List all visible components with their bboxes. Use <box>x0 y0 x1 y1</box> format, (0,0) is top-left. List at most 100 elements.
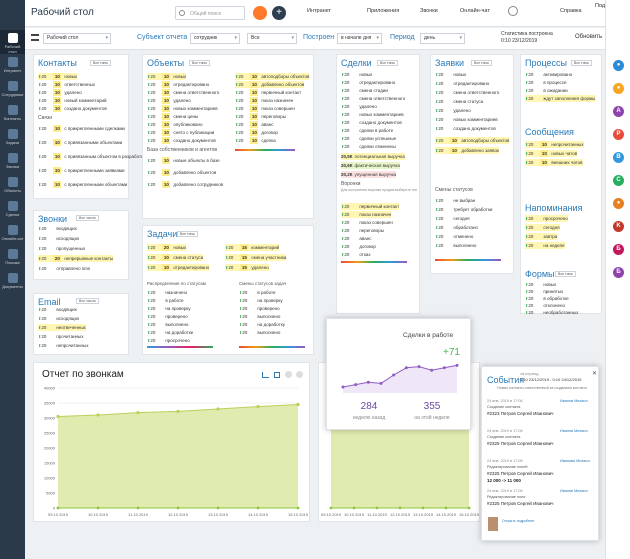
stat-row-form[interactable]: ⬆20 в обработке <box>525 295 569 302</box>
stat-row-contact-link[interactable]: ⬆20 10 с прикрепленными объектами <box>38 181 127 188</box>
stat-row-object[interactable]: ⬆20 10 опубликовано <box>147 121 202 128</box>
stat-row-form[interactable]: ⬆20 необработанных <box>525 309 578 316</box>
stat-row-email[interactable]: ⬆20 непрочитанных <box>38 342 89 349</box>
stat-row-task-change[interactable]: ⬆20 выполнено <box>239 313 280 320</box>
tasks-filter[interactable]: Все типы <box>177 231 198 237</box>
stat-row-message[interactable]: ⬆20 10 внешних чатов <box>525 159 583 166</box>
stat-row-email[interactable]: ⬆20 входящих <box>38 306 77 313</box>
left-nav-item[interactable]: Рабочий стол <box>0 30 25 54</box>
subject-select[interactable]: сотрудник <box>190 33 240 44</box>
stat-row-form[interactable]: ⬆20 принятых <box>525 288 563 295</box>
stat-row-funnel[interactable]: ⬆20 показ назначен <box>341 211 392 218</box>
event-record[interactable]: #2325 Петров Сергей Иванович <box>487 441 554 446</box>
stat-row-deal[interactable]: ⬆20 сделки успешные <box>341 135 396 142</box>
chart-bar-icon[interactable] <box>274 372 280 378</box>
forms-filter[interactable]: Все типы <box>555 271 576 277</box>
event-author[interactable]: Иванов Михаил <box>560 489 588 493</box>
stat-row-request-change[interactable]: ⬆20 выполнено <box>435 242 476 249</box>
stat-row-task-extra[interactable]: ⬆20 15 удалено <box>225 264 269 271</box>
stat-row-object[interactable]: ⬆20 10 смена цены <box>147 113 198 120</box>
stat-row-request[interactable]: ⬆20 создано документов <box>435 125 496 132</box>
all-select[interactable]: Все <box>247 33 297 44</box>
stat-row-request[interactable]: ⬆20 удалено <box>435 107 471 114</box>
stat-row-object-status[interactable]: ⬆20 10 автоподборы объектов <box>235 73 310 80</box>
stat-row-email[interactable]: ⬆20 неотвеченных <box>38 324 86 331</box>
stat-row-db[interactable]: ⬆20 10 новые объекты в базе <box>147 157 220 164</box>
stat-row-process[interactable]: ⬆20 в ожидании <box>525 87 568 94</box>
event-author[interactable]: Иванова Михаил <box>560 459 590 463</box>
stat-row-contact-link[interactable]: ⬆20 10 с прикрепленными заявками <box>38 167 125 174</box>
stat-row-reminder[interactable]: ⬆20 сегодня <box>525 224 560 231</box>
stat-row-funnel[interactable]: ⬆20 договор <box>341 243 376 250</box>
right-nav-avatar[interactable]: P <box>613 129 624 140</box>
stat-row-contact[interactable]: ⬆20 10 ответственных <box>38 81 95 88</box>
right-nav-avatar[interactable]: A <box>613 106 624 117</box>
settings-icon[interactable] <box>253 6 267 20</box>
stat-row-task-dist[interactable]: ⬆20 просрочено <box>147 337 190 344</box>
stat-row-object[interactable]: ⬆20 10 новых <box>147 73 187 80</box>
stat-row-task-dist[interactable]: ⬆20 на проверку <box>147 305 191 312</box>
stat-row-request[interactable]: ⬆20 смена ответственного <box>435 89 499 96</box>
processes-filter[interactable]: Все типы <box>571 60 592 66</box>
stat-row-request[interactable]: ⬆20 отредактировано <box>435 80 489 87</box>
stat-row-deal[interactable]: ⬆20 сделки отменены <box>341 143 396 150</box>
event-record[interactable]: #2323 Петров Сергей Иванович <box>487 411 554 416</box>
stat-row-task-change[interactable]: ⬆20 в работе <box>239 289 276 296</box>
email-filter[interactable]: Все числа <box>76 298 99 304</box>
stat-row-funnel[interactable]: ⬆20 отказ <box>341 251 370 258</box>
deal-money-row[interactable]: 20,2К упущенная выручка <box>341 171 397 178</box>
stat-row-request[interactable]: ⬆20 смена статуса <box>435 98 483 105</box>
stat-row-deal[interactable]: ⬆20 новых комментариев <box>341 111 404 118</box>
left-nav-item[interactable]: Объекты <box>0 174 25 198</box>
stat-row-object[interactable]: ⬆20 10 снято с публикации <box>147 129 214 136</box>
chart-pie-icon[interactable] <box>285 371 292 378</box>
period-select[interactable]: день <box>420 33 465 44</box>
stat-row-request-change[interactable]: ⬆20 обработано <box>435 224 478 231</box>
add-icon[interactable]: + <box>272 6 286 20</box>
events-more-link[interactable]: Открыть подробнее <box>502 519 535 523</box>
deals-filter[interactable]: Все типы <box>377 60 398 66</box>
stat-row-email[interactable]: ⬆20 прочитанных <box>38 333 84 340</box>
stat-row-object-status[interactable]: ⬆20 10 договор <box>235 129 278 136</box>
stat-row-contact[interactable]: ⬆20 10 новых <box>38 73 78 80</box>
chart-export-icon[interactable] <box>296 371 303 378</box>
left-nav-item[interactable]: Задачи <box>0 126 25 150</box>
event-record[interactable]: #2325 Петров Сергей Иванович <box>487 501 554 506</box>
stat-row-form[interactable]: ⬆20 отклонено <box>525 302 565 309</box>
stat-row-db[interactable]: ⬆20 10 добавлено сотрудников <box>147 181 223 188</box>
stat-row-object-status[interactable]: ⬆20 10 сделка <box>235 137 276 144</box>
board-select[interactable]: Рабочий стол <box>43 33 111 44</box>
event-author[interactable]: Иванов Михаил <box>560 429 588 433</box>
stat-row-funnel[interactable]: ⬆20 аванс <box>341 235 371 242</box>
stat-row-object-status[interactable]: ⬆20 10 добавлено объектов <box>235 81 305 88</box>
stat-row-object-status[interactable]: ⬆20 10 первичный контакт <box>235 89 301 96</box>
stat-row-deal[interactable]: ⬆20 смена ответственного <box>341 95 405 102</box>
search-input[interactable]: Общий поиск <box>175 6 245 20</box>
stat-row-object[interactable]: ⬆20 10 удалено <box>147 97 191 104</box>
stat-row-task-change[interactable]: ⬆20 на проверку <box>239 297 283 304</box>
stat-row-message[interactable]: ⬆20 10 новых чатов <box>525 150 578 157</box>
stat-row-task-dist[interactable]: ⬆20 выполнено <box>147 321 188 328</box>
left-nav-item[interactable]: Письма <box>0 246 25 270</box>
left-nav-item[interactable]: Контакты <box>0 102 25 126</box>
stat-row-call[interactable]: ⬆20 отправлено sms <box>38 265 90 272</box>
stat-row-task-dist[interactable]: ⬆20 в работе <box>147 297 184 304</box>
right-nav-avatar[interactable]: C <box>613 175 624 186</box>
stat-row-process[interactable]: ⬆20 ждут заполнения формы <box>525 95 596 102</box>
stat-row-request-extra[interactable]: ⬆20 10 добавлено заявок <box>435 147 499 154</box>
stat-row-request-extra[interactable]: ⬆20 10 автоподборы объектов <box>435 137 510 144</box>
stat-row-task-extra[interactable]: ⬆20 15 смена участника <box>225 254 287 261</box>
stat-row-object[interactable]: ⬆20 10 отредактировано <box>147 81 209 88</box>
deal-money-row[interactable]: 20,5К потенциальная выручка <box>341 153 405 160</box>
stat-row-deal[interactable]: ⬆20 создано документов <box>341 119 402 126</box>
chart-line-icon[interactable] <box>262 372 269 378</box>
left-nav-item[interactable]: Сделки <box>0 198 25 222</box>
stat-row-db[interactable]: ⬆20 10 добавлено объектов <box>147 169 216 176</box>
nav-apps[interactable]: Приложения <box>367 8 400 14</box>
contacts-filter[interactable]: Все типы <box>90 60 111 66</box>
stat-row-reminder[interactable]: ⬆20 просрочено <box>525 215 568 222</box>
stat-row-process[interactable]: ⬆20 в процессе <box>525 79 566 86</box>
stat-row-contact-link[interactable]: ⬆20 10 с привязанными объектами <box>38 139 122 146</box>
stat-row-request-change[interactable]: ⬆20 требует обработки <box>435 206 492 213</box>
left-nav-item[interactable]: Онлайн-чат <box>0 222 25 246</box>
